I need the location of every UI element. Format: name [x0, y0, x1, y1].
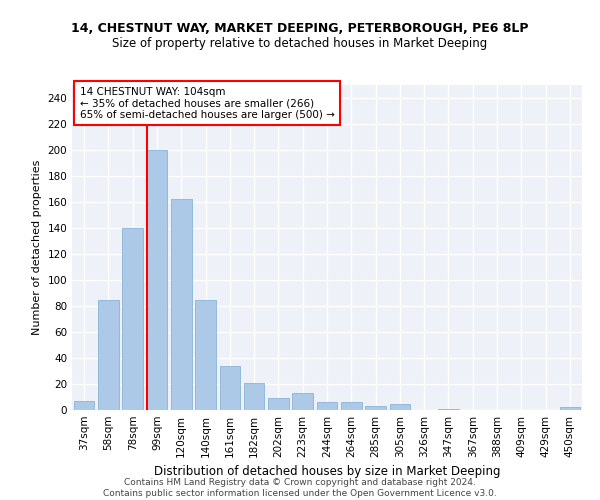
Bar: [292, 393, 313, 410]
Bar: [122, 228, 143, 410]
Bar: [244, 382, 265, 410]
Bar: [317, 402, 337, 410]
Bar: [195, 300, 216, 410]
Bar: [438, 408, 459, 410]
Text: 14 CHESTNUT WAY: 104sqm
← 35% of detached houses are smaller (266)
65% of semi-d: 14 CHESTNUT WAY: 104sqm ← 35% of detache…: [80, 86, 335, 120]
Bar: [220, 366, 240, 410]
Bar: [389, 404, 410, 410]
Bar: [171, 200, 191, 410]
Y-axis label: Number of detached properties: Number of detached properties: [32, 160, 42, 335]
Text: 14, CHESTNUT WAY, MARKET DEEPING, PETERBOROUGH, PE6 8LP: 14, CHESTNUT WAY, MARKET DEEPING, PETERB…: [71, 22, 529, 36]
Bar: [74, 401, 94, 410]
X-axis label: Distribution of detached houses by size in Market Deeping: Distribution of detached houses by size …: [154, 466, 500, 478]
Text: Size of property relative to detached houses in Market Deeping: Size of property relative to detached ho…: [112, 38, 488, 51]
Bar: [341, 402, 362, 410]
Bar: [146, 150, 167, 410]
Bar: [268, 398, 289, 410]
Bar: [365, 406, 386, 410]
Bar: [98, 300, 119, 410]
Text: Contains HM Land Registry data © Crown copyright and database right 2024.
Contai: Contains HM Land Registry data © Crown c…: [103, 478, 497, 498]
Bar: [560, 408, 580, 410]
